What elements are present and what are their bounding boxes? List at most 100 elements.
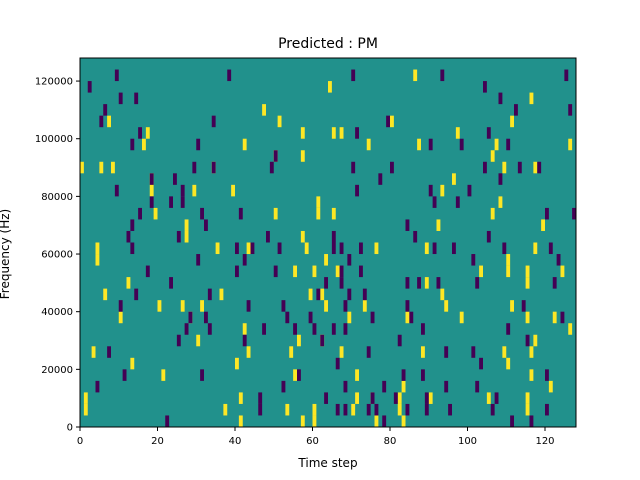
heatmap-cell-high xyxy=(417,138,421,151)
heatmap-cell-low xyxy=(444,380,449,393)
heatmap-cell-low xyxy=(235,265,239,278)
heatmap-cell-high xyxy=(149,184,154,197)
heatmap-cell-low xyxy=(502,242,507,255)
heatmap-cell-low xyxy=(560,311,565,324)
heatmap-cell-low xyxy=(320,334,325,347)
heatmap-cell-high xyxy=(552,311,557,324)
heatmap-cell-low xyxy=(405,277,410,289)
heatmap-cell-low xyxy=(281,380,286,393)
heatmap-cell-high xyxy=(339,127,344,139)
heatmap-cell-low xyxy=(176,334,181,347)
heatmap-cell-low xyxy=(308,311,313,324)
heatmap-cell-low xyxy=(452,242,456,255)
heatmap-cell-low xyxy=(382,380,387,393)
heatmap-cell-high xyxy=(304,242,309,255)
heatmap-cell-low xyxy=(343,380,348,393)
heatmap-cell-low xyxy=(347,254,352,266)
heatmap-cell-low xyxy=(242,254,247,266)
heatmap-cell-low xyxy=(486,230,491,243)
heatmap-cell-low xyxy=(204,219,208,231)
heatmap-cell-high xyxy=(130,357,135,370)
heatmap-cell-high xyxy=(161,369,166,381)
heatmap-cell-low xyxy=(262,323,266,335)
heatmap-cell-low xyxy=(436,277,441,289)
heatmap-cell-high xyxy=(366,138,371,151)
heatmap-cell-low xyxy=(498,92,503,105)
heatmap-cell-high xyxy=(490,207,495,220)
heatmap-cell-low xyxy=(370,311,375,324)
heatmap-cell-low xyxy=(99,115,104,128)
heatmap-cell-low xyxy=(176,230,181,243)
heatmap-cell-high xyxy=(541,219,545,231)
heatmap-cell-low xyxy=(87,81,92,93)
heatmap-cell-high xyxy=(324,254,328,266)
heatmap-cells xyxy=(80,69,576,427)
heatmap-cell-high xyxy=(312,265,317,278)
heatmap-cell-low xyxy=(335,357,340,370)
heatmap-cell-low xyxy=(281,300,286,312)
heatmap-cell-high xyxy=(99,161,104,174)
heatmap-cell-low xyxy=(432,242,437,255)
heatmap-cell-high xyxy=(107,115,111,128)
heatmap-cell-low xyxy=(107,346,111,358)
heatmap-cell-high xyxy=(300,230,305,243)
heatmap-cell-high xyxy=(494,138,499,151)
heatmap-cell-low xyxy=(370,392,375,404)
heatmap-cell-high xyxy=(498,196,503,208)
heatmap-cell-low xyxy=(448,403,452,416)
heatmap-cell-low xyxy=(165,415,170,427)
x-tick-label: 40 xyxy=(229,436,242,447)
heatmap-cell-low xyxy=(421,369,425,381)
heatmap-cell-low xyxy=(529,415,534,427)
heatmap-cell-high xyxy=(490,150,495,162)
heatmap-cell-high xyxy=(529,369,534,381)
heatmap-cell-high xyxy=(242,138,247,151)
heatmap-cell-low xyxy=(118,300,123,312)
x-tick-label: 100 xyxy=(458,436,477,447)
heatmap-cell-low xyxy=(351,161,356,174)
heatmap-cell-high xyxy=(355,392,359,404)
heatmap-cell-low xyxy=(196,254,201,266)
heatmap-cell-low xyxy=(269,161,274,174)
heatmap-cell-low xyxy=(506,138,511,151)
heatmap-cell-low xyxy=(444,346,449,358)
heatmap-cell-high xyxy=(215,242,220,255)
heatmap-cell-high xyxy=(436,219,441,231)
heatmap-cell-high xyxy=(95,242,100,255)
x-tick-label: 20 xyxy=(151,436,164,447)
heatmap-cell-high xyxy=(374,242,379,255)
heatmap-cell-low xyxy=(204,311,208,324)
heatmap-cell-high xyxy=(374,415,379,427)
heatmap-cell-high xyxy=(390,115,394,128)
heatmap-cell-high xyxy=(533,161,538,174)
heatmap-cell-low xyxy=(114,69,119,82)
heatmap-cell-high xyxy=(328,81,332,93)
heatmap-cell-low xyxy=(401,369,406,381)
heatmap-cell-high xyxy=(455,127,460,139)
heatmap-cell-low xyxy=(169,277,173,289)
heatmap-cell-low xyxy=(355,184,359,197)
heatmap-cell-low xyxy=(134,92,139,105)
heatmap-cell-low xyxy=(506,323,511,335)
heatmap-cell-low xyxy=(122,369,127,381)
heatmap-cell-high xyxy=(293,369,297,381)
heatmap-cell-low xyxy=(312,323,317,335)
heatmap-cell-low xyxy=(393,392,398,404)
heatmap-cell-low xyxy=(200,369,204,381)
heatmap-cell-high xyxy=(401,380,406,393)
heatmap-cell-high xyxy=(320,288,325,301)
heatmap-cell-low xyxy=(227,69,232,82)
heatmap-cell-low xyxy=(355,127,359,139)
heatmap-cell-high xyxy=(529,92,534,105)
heatmap-cell-low xyxy=(266,230,270,243)
heatmap-cell-high xyxy=(111,161,115,174)
heatmap-cell-low xyxy=(424,403,429,416)
heatmap-cell-low xyxy=(417,277,421,289)
heatmap-cell-high xyxy=(525,265,530,278)
heatmap-cell-high xyxy=(242,323,247,335)
heatmap-cell-high xyxy=(506,357,511,370)
heatmap-cell-low xyxy=(285,311,290,324)
heatmap-cell-low xyxy=(343,403,348,416)
heatmap-cell-high xyxy=(331,207,336,220)
